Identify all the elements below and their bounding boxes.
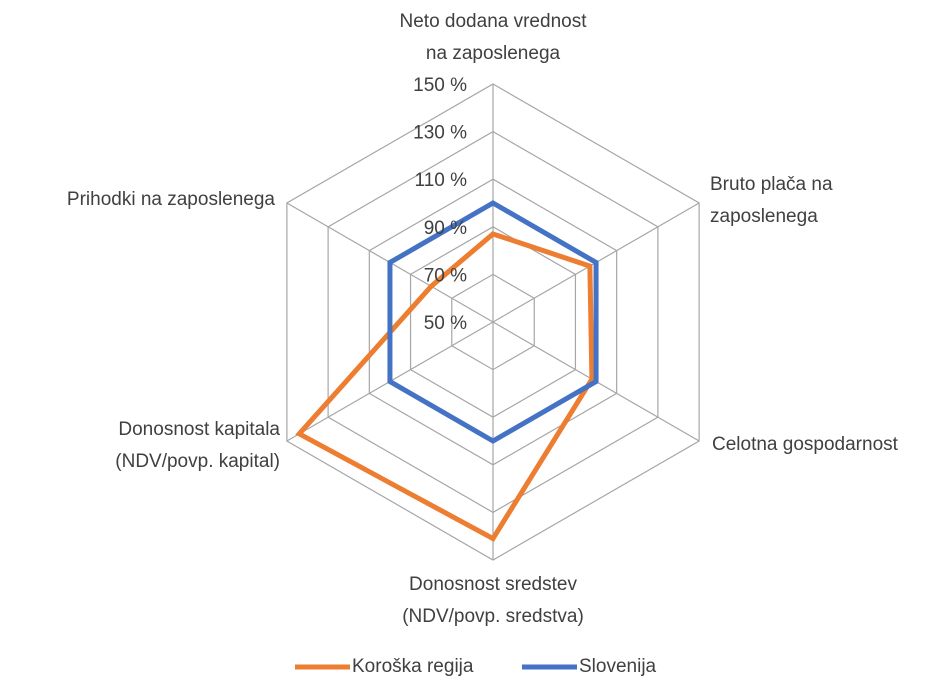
category-label-line: (NDV/povp. sredstva): [402, 606, 584, 627]
legend-label: Koroška regija: [352, 656, 474, 677]
category-label: Bruto plača na zaposlenega: [710, 174, 833, 227]
tick-label: 130 %: [413, 123, 467, 144]
tick-label: 70 %: [424, 265, 467, 286]
series-line: [295, 231, 595, 542]
category-label-line: Celotna gospodarnost: [712, 434, 899, 455]
category-label-line: Prihodki na zaposlenega: [67, 189, 276, 210]
category-label-line: Donosnost kapitala: [118, 419, 280, 440]
tick-label: 50 %: [424, 313, 467, 334]
category-label-line: Bruto plača na: [710, 174, 833, 195]
category-label: Donosnost kapitala (NDV/povp. kapital): [115, 419, 280, 472]
category-label-line: na zaposlenega: [426, 43, 561, 64]
tick-label: 150 %: [413, 75, 467, 96]
category-label-line: zaposlenega: [710, 206, 818, 227]
legend-label: Slovenija: [579, 656, 657, 677]
category-label: Donosnost sredstev (NDV/povp. sredstva): [402, 574, 584, 627]
category-label-line: Neto dodana vrednost: [400, 11, 588, 32]
category-label-line: (NDV/povp. kapital): [115, 451, 280, 472]
category-label-line: Donosnost sredstev: [409, 574, 577, 595]
category-label: Prihodki na zaposlenega: [67, 189, 276, 210]
category-label: Celotna gospodarnost: [712, 434, 899, 455]
tick-label: 110 %: [415, 170, 468, 191]
category-label: Neto dodana vrednost na zaposlenega: [400, 11, 588, 64]
tick-label: 90 %: [424, 218, 467, 239]
series-line: [387, 200, 599, 444]
